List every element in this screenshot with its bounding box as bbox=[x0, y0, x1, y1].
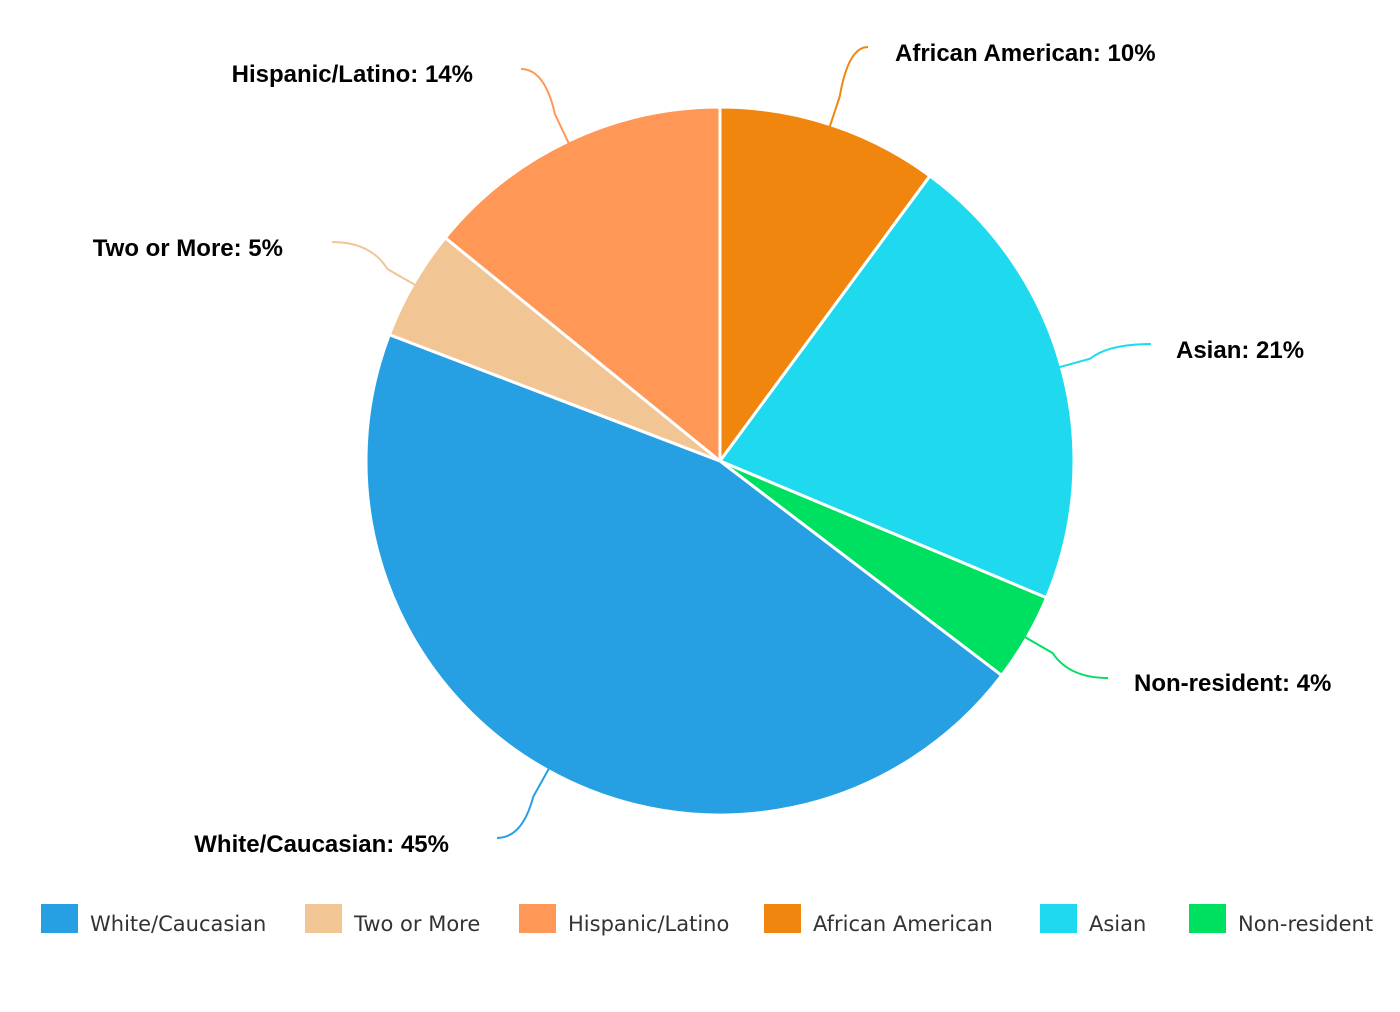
data-labels: African American: 10% Asian: 21% Non-resid… bbox=[93, 40, 1332, 858]
connector-asian bbox=[1059, 343, 1152, 369]
data-label-white-caucasian: White/Caucasian: 45% bbox=[194, 831, 449, 858]
pie-slices bbox=[364, 105, 1076, 817]
legend-swatch bbox=[305, 904, 342, 933]
legend-item-hispanic-latino[interactable]: Hispanic/Latino bbox=[519, 904, 729, 936]
connector-white-caucasian bbox=[496, 768, 550, 839]
legend-label: Two or More bbox=[353, 912, 480, 936]
legend-label: Non-resident bbox=[1238, 912, 1373, 936]
legend-label: African American bbox=[813, 912, 993, 936]
legend-label: White/Caucasian bbox=[90, 912, 266, 936]
data-label-hispanic-latino: Hispanic/Latino: 14% bbox=[232, 61, 473, 88]
legend-swatch bbox=[1040, 904, 1077, 933]
connector-two-or-more bbox=[331, 241, 416, 286]
legend-item-non-resident[interactable]: Non-resident bbox=[1189, 904, 1373, 936]
legend-item-african-american[interactable]: African American bbox=[764, 904, 993, 936]
legend-swatch bbox=[764, 904, 801, 933]
legend-item-two-or-more[interactable]: Two or More bbox=[305, 904, 480, 936]
legend-swatch bbox=[1189, 904, 1226, 933]
label-connectors bbox=[331, 46, 1152, 839]
data-label-african-american: African American: 10% bbox=[895, 40, 1156, 67]
legend-item-asian[interactable]: Asian bbox=[1040, 904, 1146, 936]
legend-swatch bbox=[519, 904, 556, 933]
data-label-non-resident: Non-resident: 4% bbox=[1134, 670, 1331, 697]
legend-label: Asian bbox=[1089, 912, 1146, 936]
legend-label: Hispanic/Latino bbox=[568, 912, 729, 936]
connector-non-resident bbox=[1024, 636, 1109, 679]
data-label-two-or-more: Two or More: 5% bbox=[93, 235, 283, 262]
legend-swatch bbox=[41, 904, 78, 933]
connector-hispanic-latino bbox=[520, 68, 570, 144]
connector-african-american bbox=[828, 46, 869, 127]
data-label-asian: Asian: 21% bbox=[1176, 337, 1304, 364]
legend: White/Caucasian Two or More Hispanic/Latin… bbox=[41, 904, 1373, 936]
legend-item-white-caucasian[interactable]: White/Caucasian bbox=[41, 904, 266, 936]
